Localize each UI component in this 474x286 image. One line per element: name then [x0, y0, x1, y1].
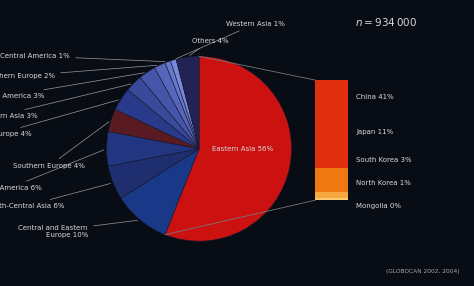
Text: Southern Europe 4%: Southern Europe 4%	[13, 122, 109, 169]
Wedge shape	[140, 68, 199, 149]
Wedge shape	[108, 109, 199, 149]
Text: Others 4%: Others 4%	[190, 38, 228, 55]
Bar	[315, 168, 348, 192]
Text: Mongolia 0%: Mongolia 0%	[356, 203, 401, 209]
Wedge shape	[171, 59, 199, 149]
Text: Northern America 3%: Northern America 3%	[0, 73, 145, 99]
Text: Western Asia 1%: Western Asia 1%	[176, 21, 284, 59]
Bar	[315, 80, 348, 168]
Text: Western Europe 4%: Western Europe 4%	[0, 100, 118, 137]
Text: South-Central Asia 6%: South-Central Asia 6%	[0, 183, 110, 209]
Wedge shape	[165, 61, 199, 149]
Wedge shape	[107, 131, 199, 166]
Text: South Korea 3%: South Korea 3%	[356, 157, 412, 163]
Text: North Korea 1%: North Korea 1%	[356, 180, 411, 186]
Text: China 41%: China 41%	[356, 94, 394, 100]
Wedge shape	[121, 149, 199, 235]
Text: Northern Europe 2%: Northern Europe 2%	[0, 65, 157, 79]
Text: Japan 11%: Japan 11%	[356, 129, 393, 134]
Wedge shape	[176, 56, 199, 149]
Text: South-Eastern Asia 3%: South-Eastern Asia 3%	[0, 84, 131, 119]
Wedge shape	[165, 56, 292, 241]
Text: Eastern Asia 56%: Eastern Asia 56%	[212, 146, 273, 152]
Wedge shape	[116, 90, 199, 149]
Wedge shape	[155, 63, 199, 149]
Text: (GLOBOCAN 2002, 2004): (GLOBOCAN 2002, 2004)	[386, 269, 460, 274]
Text: South America 6%: South America 6%	[0, 150, 104, 191]
Wedge shape	[108, 149, 199, 198]
Text: Central America 1%: Central America 1%	[0, 53, 165, 62]
Bar	[315, 192, 348, 198]
Text: $\it{n}$ = 934 000: $\it{n}$ = 934 000	[355, 16, 417, 28]
Text: Central and Eastern
Europe 10%: Central and Eastern Europe 10%	[18, 220, 137, 237]
Wedge shape	[128, 78, 199, 149]
Bar	[315, 198, 348, 200]
